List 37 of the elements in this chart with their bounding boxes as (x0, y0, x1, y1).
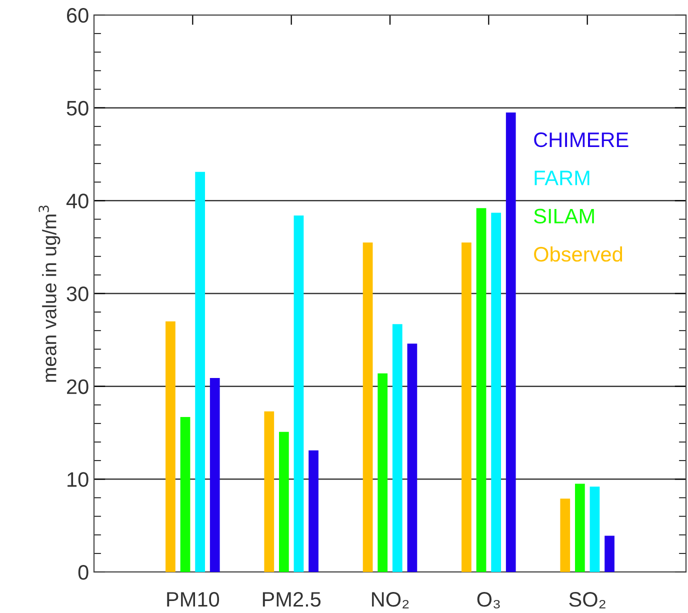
bar (476, 208, 486, 572)
x-tick-label: PM10 (167, 592, 220, 607)
bar (264, 411, 274, 572)
text: SILAM (534, 208, 594, 224)
y-tick-label: 60 (67, 8, 88, 23)
text: FARM (534, 170, 590, 186)
bar (279, 432, 289, 572)
x-tick-label: SO₂ (569, 592, 606, 608)
bar (166, 321, 176, 572)
x-tick-label: PM2.5 (262, 592, 321, 607)
text: Observed (534, 246, 622, 262)
bar (308, 450, 318, 572)
bar (560, 498, 570, 572)
bar (407, 344, 418, 572)
bar (195, 172, 205, 572)
y-axis-title: mean value in ug/m$^{3}$ (38, 206, 60, 382)
y-tick-label: 30 (66, 286, 88, 302)
bar (462, 242, 472, 572)
y-tick-label: 20 (67, 379, 88, 394)
x-tick-label: O₃ (477, 592, 500, 608)
bar (590, 486, 600, 572)
bar (506, 112, 516, 572)
series-label: CHIMERE (534, 132, 628, 148)
bar (362, 242, 373, 572)
bar (575, 484, 585, 572)
bar (392, 324, 402, 572)
y-tick-label: 10 (68, 472, 88, 487)
bar (180, 416, 190, 572)
bar (491, 212, 501, 572)
y-tick-label: 50 (66, 100, 88, 116)
bar (378, 373, 388, 572)
bar (604, 536, 614, 572)
y-tick-label: 0 (78, 565, 88, 580)
y-tick-label: 40 (66, 194, 88, 208)
bar (210, 378, 220, 572)
bar (294, 216, 304, 572)
x-tick-label: NO₂ (372, 592, 409, 608)
